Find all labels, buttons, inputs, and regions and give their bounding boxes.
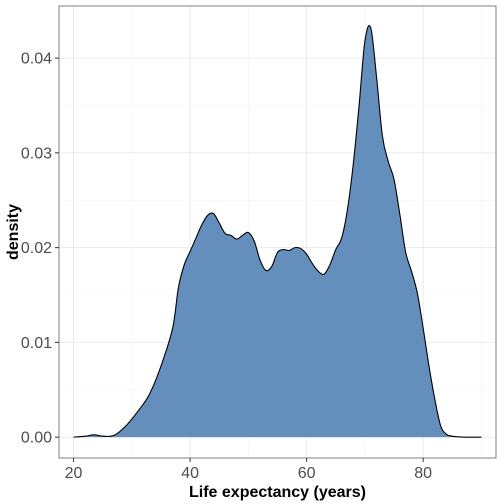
y-tick-label: 0.02 bbox=[21, 240, 52, 257]
density-area bbox=[73, 25, 482, 438]
density-line bbox=[73, 24, 482, 438]
x-axis-ticks: 20 40 60 80 bbox=[65, 458, 432, 482]
x-tick-label: 80 bbox=[414, 465, 432, 482]
y-tick-label: 0.04 bbox=[21, 51, 52, 68]
y-axis-ticks: 0.00 0.01 0.02 0.03 0.04 bbox=[21, 51, 59, 447]
y-tick-label: 0.03 bbox=[21, 145, 52, 162]
y-tick-label: 0.01 bbox=[21, 335, 52, 352]
x-tick-label: 60 bbox=[298, 465, 316, 482]
x-tick-label: 20 bbox=[65, 465, 83, 482]
x-axis-title: Life expectancy (years) bbox=[189, 484, 366, 501]
y-tick-label: 0.00 bbox=[21, 430, 52, 447]
x-tick-label: 40 bbox=[181, 465, 199, 482]
y-axis-title: density bbox=[5, 204, 22, 260]
panel-border bbox=[58, 5, 497, 459]
